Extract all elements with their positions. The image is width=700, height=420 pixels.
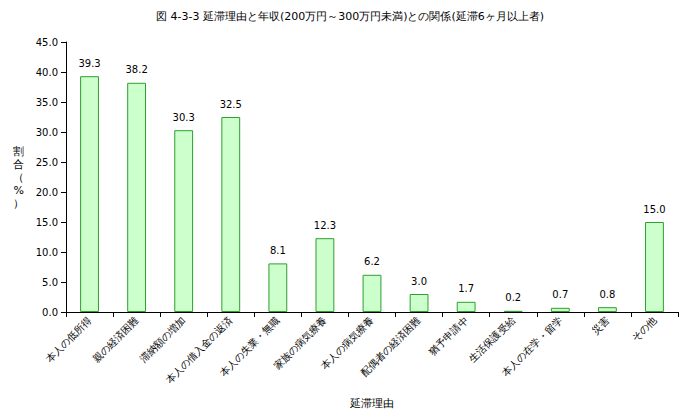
svg-text:（: （: [13, 171, 24, 184]
svg-text:10.0: 10.0: [36, 247, 58, 258]
svg-text:25.0: 25.0: [36, 157, 58, 168]
svg-text:6.2: 6.2: [364, 256, 380, 267]
svg-text:35.0: 35.0: [36, 97, 58, 108]
svg-text:39.3: 39.3: [78, 58, 100, 69]
svg-text:滞納額の増加: 滞納額の増加: [137, 314, 187, 364]
svg-text:0.7: 0.7: [552, 289, 568, 300]
svg-text:3.0: 3.0: [411, 276, 427, 287]
svg-text:15.0: 15.0: [643, 204, 665, 215]
svg-text:延滞理由: 延滞理由: [349, 397, 394, 410]
svg-text:1.7: 1.7: [458, 283, 474, 294]
svg-text:家族の病気療養: 家族の病気療養: [271, 314, 329, 372]
svg-text:災害: 災害: [589, 314, 611, 336]
svg-text:30.0: 30.0: [36, 127, 58, 138]
svg-text:）: ）: [13, 197, 24, 210]
svg-text:%: %: [14, 184, 24, 197]
svg-text:32.5: 32.5: [220, 99, 242, 110]
svg-text:その他: その他: [629, 314, 658, 343]
svg-text:30.3: 30.3: [173, 112, 195, 123]
svg-text:割: 割: [13, 145, 24, 158]
svg-text:0.0: 0.0: [42, 307, 58, 318]
svg-text:本人の失業・無職: 本人の失業・無職: [217, 314, 281, 378]
svg-text:本人の借入金の返済: 本人の借入金の返済: [163, 314, 235, 386]
svg-text:図 4-3-3 延滞理由と年収(200万円～300万円未満): 図 4-3-3 延滞理由と年収(200万円～300万円未満)との関係(延滞6ヶ月…: [156, 10, 544, 23]
svg-text:親の経済困難: 親の経済困難: [90, 314, 140, 364]
svg-text:本人の在学・留学: 本人の在学・留学: [500, 314, 564, 378]
svg-text:12.3: 12.3: [314, 220, 336, 231]
svg-text:5.0: 5.0: [42, 277, 58, 288]
svg-text:合: 合: [13, 158, 24, 171]
svg-text:20.0: 20.0: [36, 187, 58, 198]
svg-text:40.0: 40.0: [36, 67, 58, 78]
svg-text:38.2: 38.2: [125, 64, 147, 75]
svg-text:8.1: 8.1: [270, 245, 286, 256]
svg-text:0.2: 0.2: [505, 292, 521, 303]
svg-text:本人の病気療養: 本人の病気療養: [318, 314, 376, 372]
svg-text:15.0: 15.0: [36, 217, 58, 228]
svg-text:本人の低所得: 本人の低所得: [43, 314, 93, 364]
svg-text:生活保護受給: 生活保護受給: [467, 314, 517, 364]
svg-text:45.0: 45.0: [36, 37, 58, 48]
svg-text:猶予申請中: 猶予申請中: [427, 314, 470, 357]
svg-text:配偶者の経済困難: 配偶者の経済困難: [359, 314, 423, 378]
svg-text:0.8: 0.8: [599, 289, 615, 300]
